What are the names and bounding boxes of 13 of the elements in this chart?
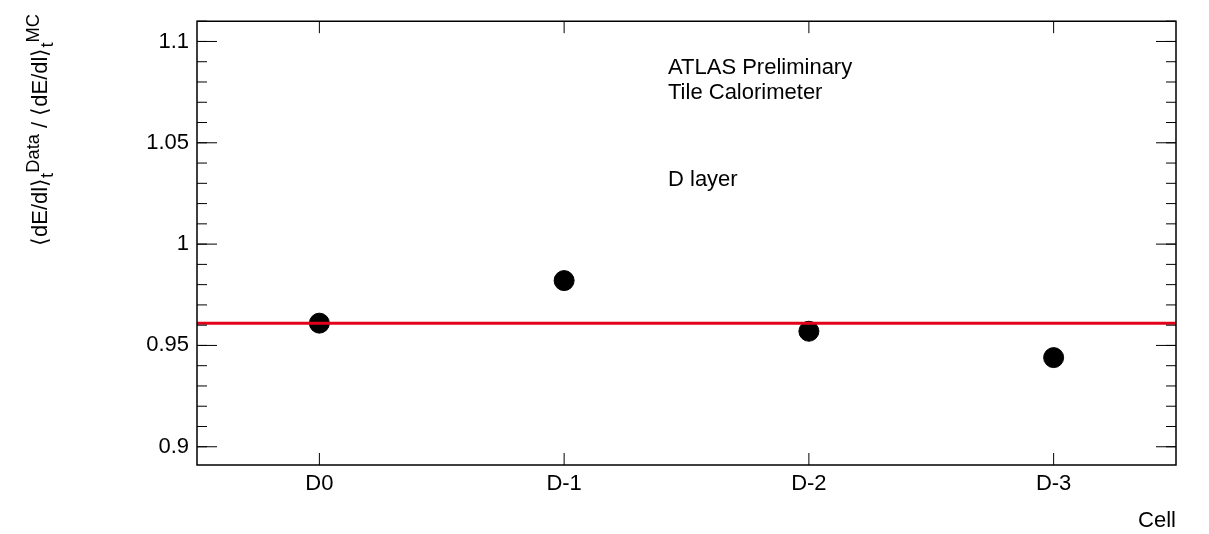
- y-tick-label: 0.9: [158, 432, 189, 458]
- x-tick-label: D0: [305, 470, 334, 496]
- annotation: D layer: [668, 166, 738, 192]
- annotation: ATLAS Preliminary: [668, 54, 853, 80]
- y-tick-label: 0.95: [146, 331, 189, 357]
- x-tick-label: D-3: [1035, 470, 1072, 496]
- annotation: Tile Calorimeter: [668, 79, 823, 105]
- x-tick-label: D-2: [791, 470, 827, 496]
- x-tick-label: D-1: [546, 470, 582, 496]
- x-axis-title: Cell: [1138, 507, 1176, 533]
- y-tick-label: 1.05: [146, 128, 189, 154]
- y-tick-label: 1.1: [158, 27, 189, 53]
- y-tick-label: 1: [176, 230, 189, 256]
